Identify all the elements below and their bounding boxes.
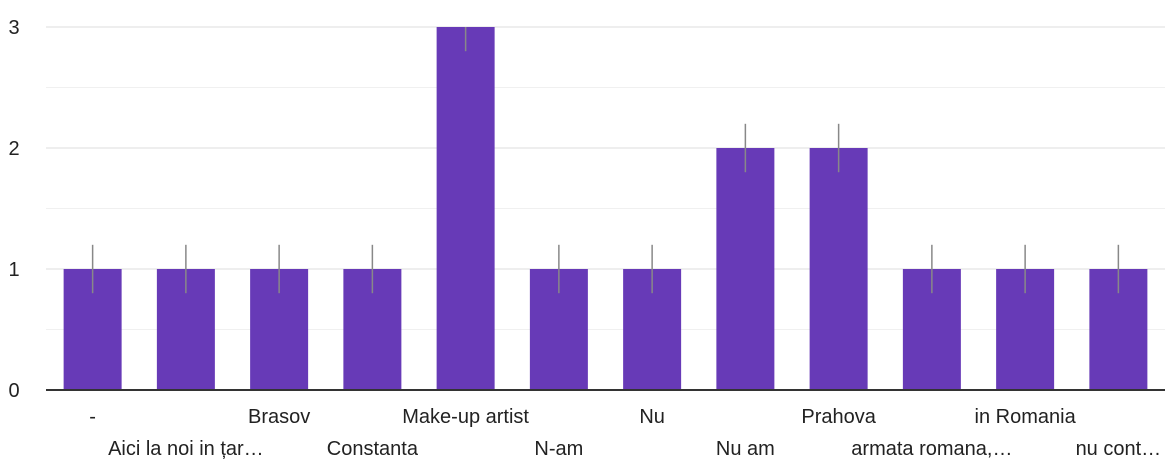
x-category-label: armata romana,… bbox=[851, 438, 1012, 460]
x-category-label: Prahova bbox=[801, 406, 876, 428]
x-category-label: Constanta bbox=[327, 438, 419, 460]
x-category-label: Aici la noi in țar… bbox=[108, 438, 264, 460]
bar bbox=[436, 27, 495, 390]
x-category-label: nu cont… bbox=[1076, 438, 1162, 460]
x-category-label: - bbox=[89, 406, 96, 428]
y-tick-label: 1 bbox=[8, 259, 19, 281]
y-tick-label: 0 bbox=[8, 380, 19, 402]
x-category-label: Nu bbox=[639, 406, 665, 428]
x-category-label: Make-up artist bbox=[402, 406, 529, 428]
bar bbox=[716, 148, 775, 390]
bars bbox=[63, 27, 1148, 390]
x-axis-category-labels: -Aici la noi in țar… Brasov Constanta Make-… bbox=[89, 406, 1161, 460]
y-axis-tick-labels: 0 1 2 3 bbox=[8, 17, 19, 402]
x-category-label: Brasov bbox=[248, 406, 310, 428]
bar bbox=[809, 148, 868, 390]
y-tick-label: 3 bbox=[8, 17, 19, 39]
x-category-label: Nu am bbox=[716, 438, 775, 460]
grid-lines bbox=[46, 26, 1165, 330]
x-category-label: N-am bbox=[534, 438, 583, 460]
x-category-label: in Romania bbox=[975, 406, 1077, 428]
y-tick-label: 2 bbox=[8, 138, 19, 160]
